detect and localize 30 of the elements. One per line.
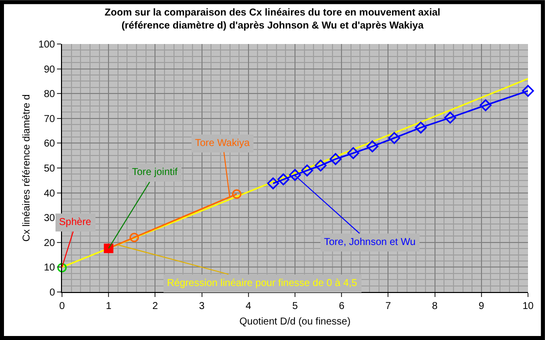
x-tick-label: 9 bbox=[478, 301, 485, 312]
x-tick-label: 3 bbox=[199, 301, 206, 312]
y-tick-label: 70 bbox=[44, 114, 56, 125]
x-tick-label: 6 bbox=[338, 301, 345, 312]
y-tick-label: 30 bbox=[44, 213, 56, 224]
y-tick-label: 20 bbox=[44, 238, 56, 249]
y-tick-label: 10 bbox=[44, 262, 56, 274]
x-axis-title: Quotient D/d (ou finesse) bbox=[239, 316, 351, 328]
x-tick-label: 1 bbox=[106, 301, 112, 312]
annotation: Régression linéaire pour finesse de 0 à 4,5 bbox=[167, 278, 358, 289]
annotation: Sphère bbox=[59, 217, 92, 228]
y-tick-label: 50 bbox=[44, 164, 56, 174]
x-tick-label: 2 bbox=[152, 301, 158, 312]
x-tick-label: 10 bbox=[522, 301, 534, 312]
y-tick-label: 90 bbox=[44, 64, 56, 76]
y-tick-label: 80 bbox=[44, 89, 56, 100]
x-tick-label: 5 bbox=[292, 301, 298, 312]
y-tick-label: 40 bbox=[44, 188, 56, 200]
x-tick-label: 4 bbox=[246, 301, 252, 312]
y-tick-label: 0 bbox=[49, 288, 56, 298]
chart-title: Zoom sur la comparaison des Cx linéaires du tore en mouvement axial (référence diamètre d) d'après Johnson & Wu et d'après Wakiya bbox=[104, 7, 441, 32]
y-tick-label: 100 bbox=[38, 40, 56, 50]
annotation: Tore Wakiya bbox=[195, 138, 250, 149]
annotation: Tore jointif bbox=[132, 167, 178, 178]
y-axis-title: Cx linéaires référence diamètre d bbox=[21, 94, 32, 242]
x-tick-label: 0 bbox=[59, 301, 66, 312]
x-tick-label: 8 bbox=[432, 301, 438, 312]
x-tick-label: 7 bbox=[385, 301, 392, 312]
y-tick-label: 60 bbox=[44, 138, 56, 150]
annotation: Tore, Johnson et Wu bbox=[324, 237, 416, 248]
